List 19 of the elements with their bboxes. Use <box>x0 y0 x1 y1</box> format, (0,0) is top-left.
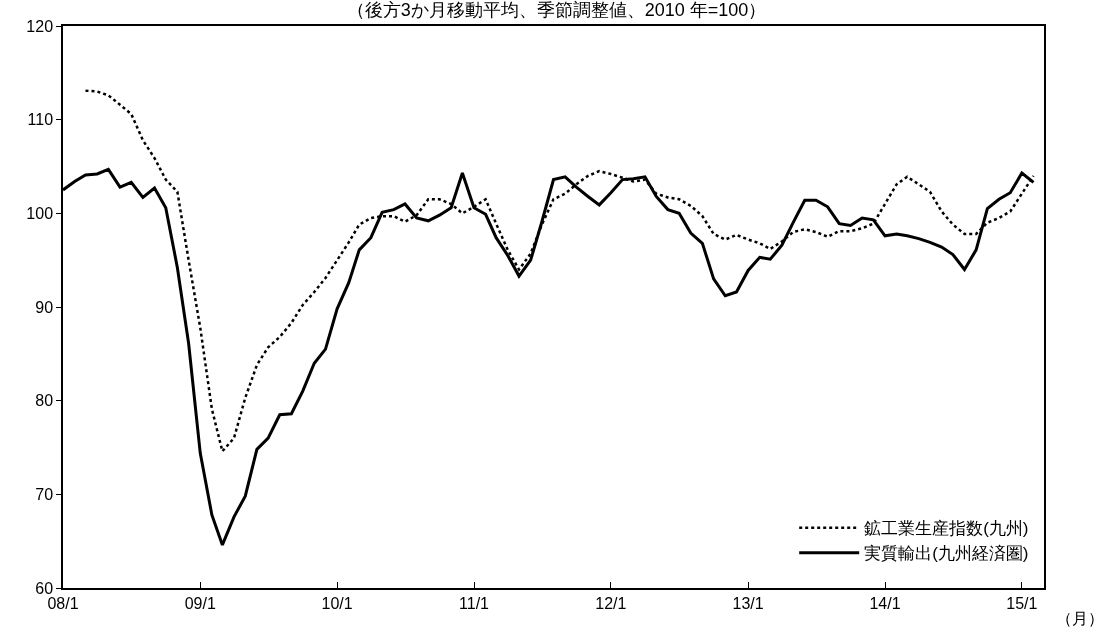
x-tick-label: 09/1 <box>184 594 216 612</box>
legend-label: 鉱工業生産指数(九州) <box>864 519 1029 539</box>
y-tick-label: 110 <box>27 111 54 129</box>
chart-title: （後方3か月移動平均、季節調整値、2010 年=100） <box>346 0 767 20</box>
x-tick-label: 08/1 <box>47 594 79 612</box>
x-tick-label: 15/1 <box>1006 594 1038 612</box>
x-tick-label: 12/1 <box>595 594 627 612</box>
y-tick-label: 80 <box>35 392 54 410</box>
legend-label: 実質輸出(九州経済圏) <box>864 544 1029 564</box>
x-axis-title: （月） <box>1056 610 1104 627</box>
y-tick-label: 90 <box>35 298 54 316</box>
x-tick-label: 11/1 <box>459 594 490 612</box>
x-tick-label: 10/1 <box>321 594 353 612</box>
x-tick-label: 14/1 <box>869 594 901 612</box>
y-tick-label: 100 <box>26 204 54 222</box>
x-tick-label: 13/1 <box>732 594 764 612</box>
y-tick-label: 60 <box>35 579 54 597</box>
y-tick-label: 70 <box>35 485 54 503</box>
y-tick-label: 120 <box>26 17 54 35</box>
